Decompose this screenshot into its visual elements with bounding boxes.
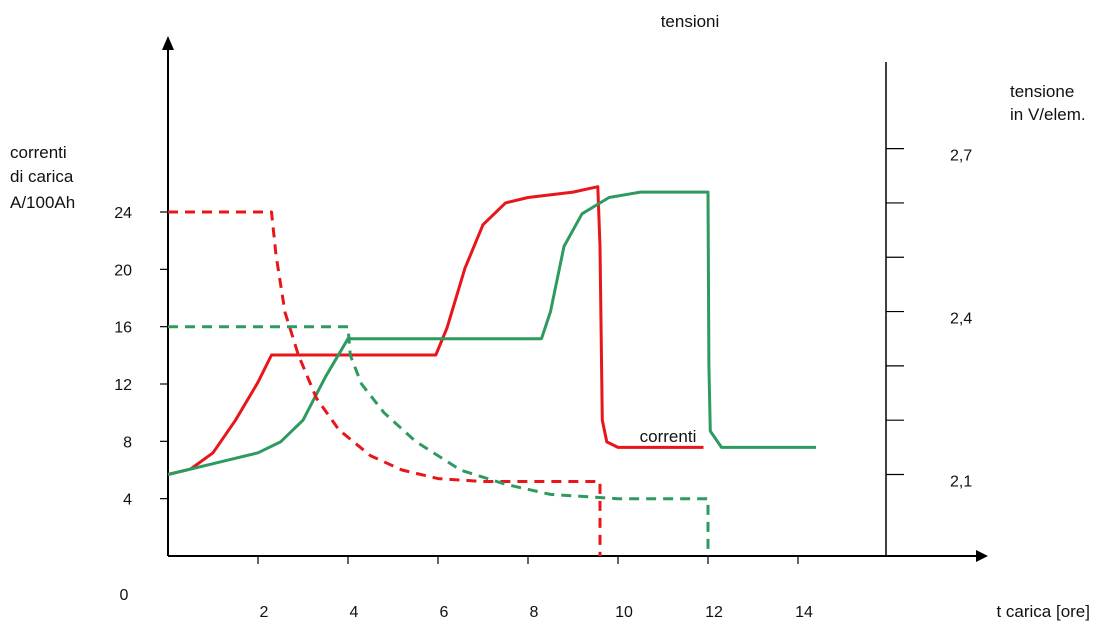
x-tick-label: 8	[530, 604, 539, 621]
x-tick-label: 10	[615, 604, 633, 621]
left-axis-arrow	[162, 36, 174, 50]
right-tick-label: 2,4	[950, 311, 972, 328]
left-axis-label-line3: A/100Ah	[10, 193, 75, 212]
left-tick-label: 20	[114, 262, 132, 279]
x-tick-label: 6	[440, 604, 449, 621]
series-group	[167, 185, 816, 556]
left-axis-label-line1: correnti	[10, 143, 67, 162]
axes-group	[162, 36, 988, 562]
series-line-green-solid	[167, 190, 816, 476]
x-tick-label: 12	[705, 604, 723, 621]
origin-label: 0	[120, 587, 129, 604]
right-tick-label: 2,7	[950, 148, 972, 165]
x-tick-label: 2	[260, 604, 269, 621]
middle-label: correnti	[640, 427, 697, 446]
left-axis-label-line2: di carica	[10, 167, 74, 186]
x-axis-arrow	[976, 550, 988, 562]
right-axis-label-line2: in V/elem.	[1010, 105, 1086, 124]
left-tick-label: 16	[114, 320, 132, 337]
left-tick-label: 4	[123, 492, 132, 509]
series-line-green-dashed	[168, 325, 710, 556]
series-line-red-solid	[167, 185, 704, 476]
right-tick-label: 2,1	[950, 474, 972, 491]
x-tick-label: 4	[350, 604, 359, 621]
left-tick-label: 24	[114, 205, 132, 222]
top-label: tensioni	[661, 12, 720, 31]
left-tick-label: 12	[114, 377, 132, 394]
x-axis-label: t carica [ore]	[996, 602, 1090, 621]
series-line-red-dashed	[168, 210, 602, 556]
right-axis-label-line1: tensione	[1010, 82, 1074, 101]
x-tick-label: 14	[795, 604, 813, 621]
left-tick-label: 8	[123, 434, 132, 451]
